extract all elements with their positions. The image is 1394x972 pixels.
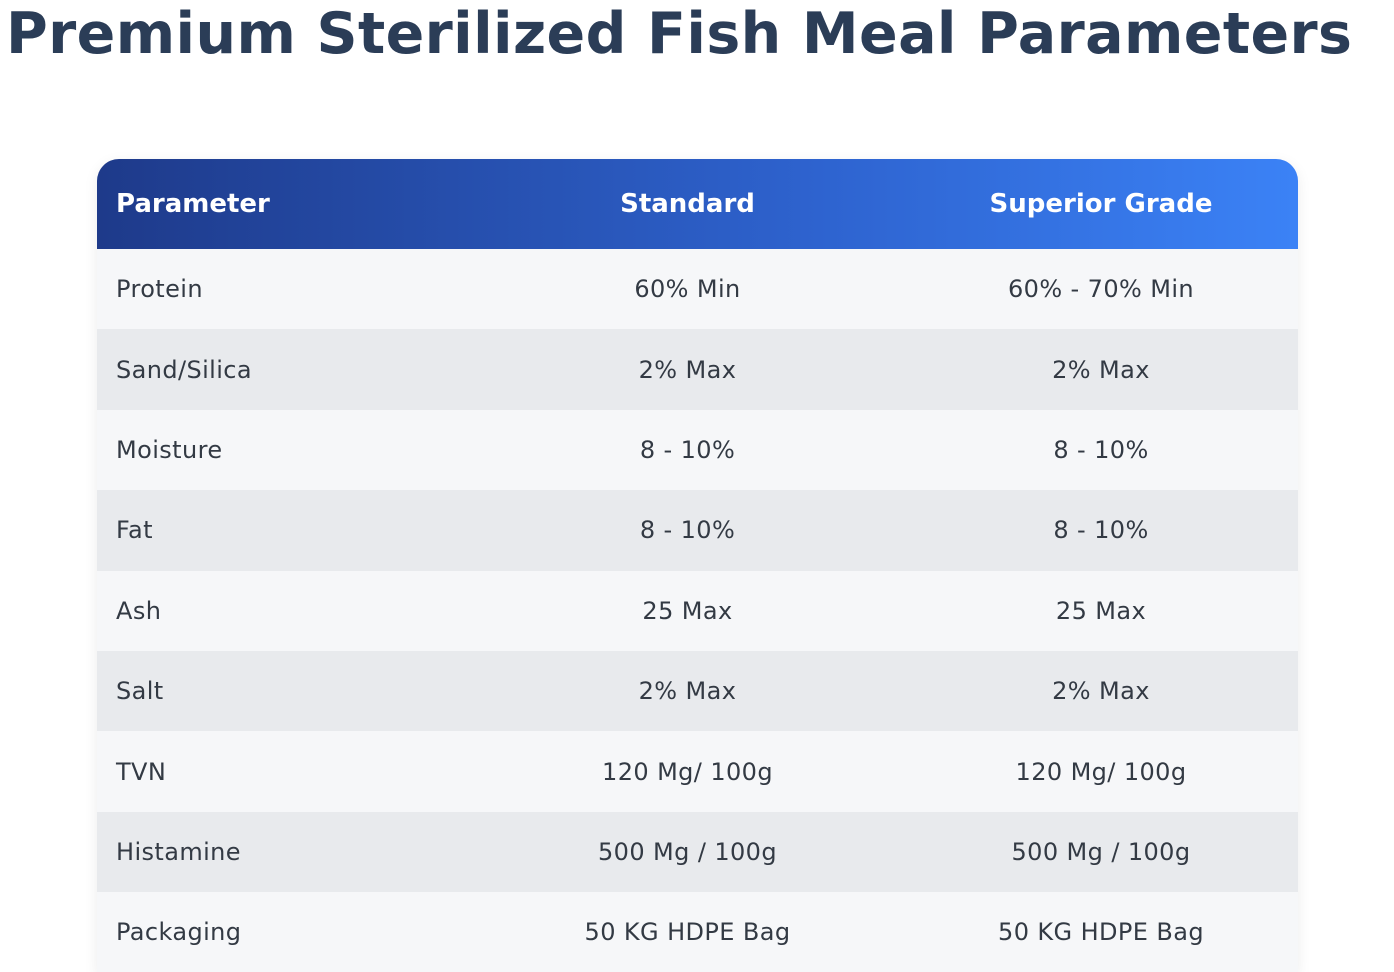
superior-grade-cell: 2% Max <box>1052 355 1150 384</box>
superior-grade-cell: 25 Max <box>1055 596 1147 625</box>
standard-cell: 8 - 10% <box>639 516 736 545</box>
parameters-table: Parameter Standard Superior Grade Protei… <box>97 159 1298 972</box>
parameter-cell: TVN <box>116 757 167 786</box>
standard-cell: 120 Mg/ 100g <box>602 757 773 786</box>
parameter-cell: Sand/Silica <box>116 355 253 384</box>
column-header-superior-grade: Superior Grade <box>989 189 1213 219</box>
parameter-cell: Moisture <box>116 435 223 464</box>
standard-cell: 2% Max <box>638 677 737 706</box>
parameter-cell: Histamine <box>116 837 241 866</box>
parameter-cell: Packaging <box>116 918 242 947</box>
standard-cell: 50 KG HDPE Bag <box>584 918 791 947</box>
table-row: Ash 25 Max 25 Max <box>97 570 1298 651</box>
table-row: Histamine 500 Mg / 100g 500 Mg / 100g <box>97 811 1298 893</box>
parameters-table-card: Parameter Standard Superior Grade Protei… <box>97 159 1298 972</box>
table-row: Sand/Silica 2% Max 2% Max <box>97 329 1298 410</box>
parameter-cell: Protein <box>116 275 203 304</box>
parameter-cell: Salt <box>116 677 164 706</box>
superior-grade-cell: 2% Max <box>1052 677 1150 706</box>
column-header-parameter: Parameter <box>116 189 270 219</box>
standard-cell: 8 - 10% <box>639 435 736 464</box>
superior-grade-cell: 120 Mg/ 100g <box>1015 757 1187 786</box>
column-header-standard: Standard <box>620 189 755 219</box>
table-row: Protein 60% Min 60% - 70% Min <box>97 249 1298 330</box>
table-row: Moisture 8 - 10% 8 - 10% <box>97 409 1298 491</box>
table-row: Packaging 50 KG HDPE Bag 50 KG HDPE Bag <box>97 892 1298 972</box>
table-row: Fat 8 - 10% 8 - 10% <box>97 490 1298 571</box>
parameter-cell: Fat <box>116 516 153 545</box>
standard-cell: 25 Max <box>642 596 733 625</box>
table-row: Salt 2% Max 2% Max <box>97 650 1298 732</box>
standard-cell: 500 Mg / 100g <box>598 837 777 866</box>
table-row: TVN 120 Mg/ 100g 120 Mg/ 100g <box>97 731 1298 812</box>
superior-grade-cell: 8 - 10% <box>1053 516 1149 545</box>
superior-grade-cell: 8 - 10% <box>1053 435 1149 464</box>
table-header-row: Parameter Standard Superior Grade <box>97 159 1298 249</box>
parameter-cell: Ash <box>116 596 162 625</box>
standard-cell: 60% Min <box>634 275 741 304</box>
standard-cell: 2% Max <box>638 355 737 384</box>
page-title: Premium Sterilized Fish Meal Parameters <box>6 1 1353 67</box>
superior-grade-cell: 50 KG HDPE Bag <box>998 918 1204 947</box>
superior-grade-cell: 500 Mg / 100g <box>1011 837 1191 866</box>
superior-grade-cell: 60% - 70% Min <box>1007 275 1195 304</box>
